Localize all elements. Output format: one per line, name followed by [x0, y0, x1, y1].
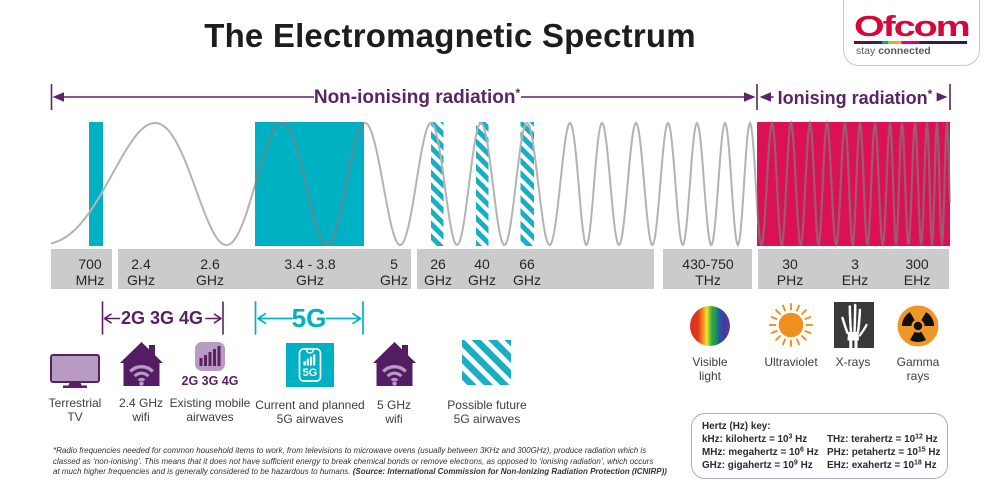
svg-text:5G: 5G [303, 367, 318, 379]
